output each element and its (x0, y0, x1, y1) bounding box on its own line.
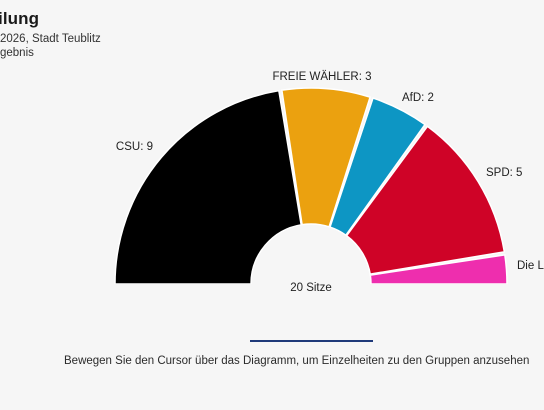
chart-subtitle-line2: gebnis (0, 47, 34, 59)
chart-title: ilung (0, 9, 40, 28)
hover-hint-text: Bewegen Sie den Cursor über das Diagramm… (64, 355, 530, 367)
chart-baseline (0, 284, 544, 285)
segment-label-freie-wähler: FREIE WÄHLER: 3 (272, 71, 371, 83)
segment-csu[interactable] (114, 89, 303, 285)
total-seats-label: 20 Sitze (290, 282, 332, 294)
segment-label-afd: AfD: 2 (402, 92, 434, 104)
segment-afd[interactable] (329, 97, 427, 237)
segment-freie-wähler[interactable] (281, 87, 372, 228)
segment-label-spd: SPD: 5 (486, 167, 522, 179)
segment-spd[interactable] (345, 125, 506, 276)
footer-divider (250, 340, 373, 342)
segment-label-die-linke: Die L (517, 260, 544, 272)
segment-label-csu: CSU: 9 (116, 141, 153, 153)
chart-subtitle-line1: 2026, Stadt Teublitz (0, 33, 101, 45)
